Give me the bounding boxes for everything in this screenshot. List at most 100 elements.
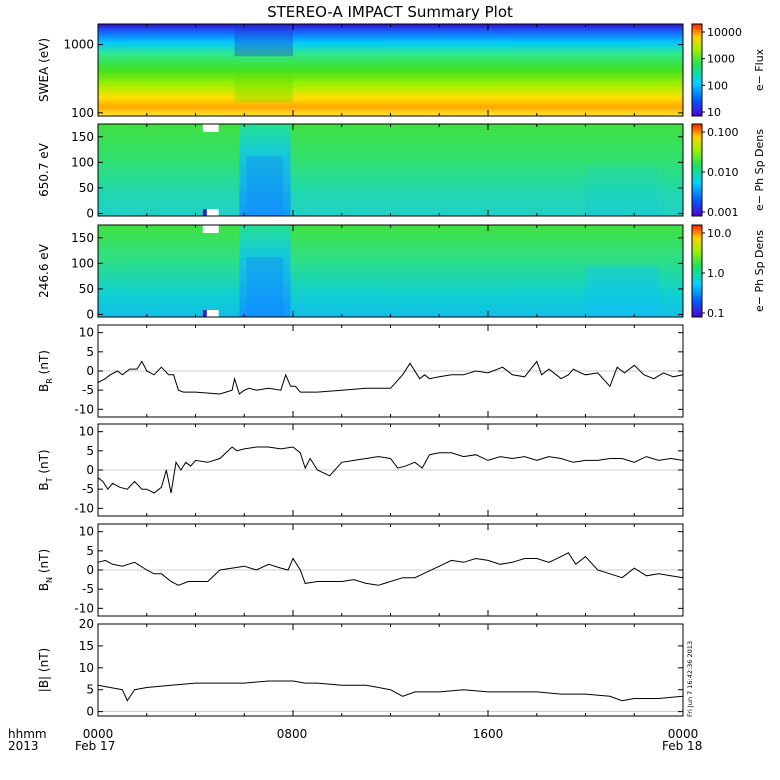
- spectrogram-feature: [585, 165, 659, 216]
- colorbar-tick-label: 100: [707, 79, 728, 92]
- panel-2: 0.100 0.010 0.001 e− Ph Sp Dens 150 100 50 0 650…: [37, 123, 766, 220]
- y-axis-label-unit: (nT): [37, 549, 51, 577]
- spectrogram-fill: [98, 124, 683, 216]
- colorbar-tick-label: 1.0: [707, 267, 725, 280]
- data-gap: [202, 209, 219, 216]
- y-tick-label: 0: [86, 705, 94, 719]
- y-tick-label: 100: [71, 106, 94, 120]
- y-tick-label: 10: [79, 661, 94, 675]
- y-axis-label-main: B: [37, 384, 51, 392]
- y-tick-label: -10: [74, 402, 94, 416]
- y-tick-label: 5: [86, 683, 94, 697]
- spectrogram-feature: [239, 124, 291, 216]
- y-axis-label: 650.7 eV: [37, 142, 51, 197]
- y-tick-label: 10: [79, 326, 94, 340]
- y-tick-label: 0: [86, 364, 94, 378]
- panel-7: 20 15 10 5 0 |B| (nT): [37, 617, 684, 719]
- y-tick-label: 10: [79, 525, 94, 539]
- colorbar-label: e− Flux: [753, 48, 766, 91]
- y-axis-label-unit: (nT): [37, 449, 51, 477]
- spectrogram-feature: [239, 225, 291, 317]
- y-axis-label: 246.6 eV: [37, 243, 51, 298]
- spectrogram-fill: [98, 225, 683, 317]
- y-axis-label-main: B: [37, 583, 51, 591]
- side-timestamp: Fri Jun 7 16:42:36 2013: [686, 641, 694, 717]
- x-axis-labels: hhmm 2013 0000 0800 1600 0000 Feb 17 Feb…: [8, 727, 702, 753]
- y-tick-label: 150: [71, 130, 94, 144]
- x-date-label-1: Feb 18: [662, 739, 702, 753]
- series-line: [97, 360, 684, 395]
- spectrogram-feature: [246, 156, 284, 216]
- y-axis-label: BR (nT): [37, 350, 54, 392]
- x-tick-label-1: 0800: [277, 727, 308, 741]
- data-gap: [202, 310, 219, 317]
- y-tick-label: -5: [82, 482, 94, 496]
- series-line: [97, 680, 684, 702]
- y-axis-label-unit: (nT): [37, 648, 51, 676]
- y-tick-label: -5: [82, 383, 94, 397]
- y-tick-label: 10: [79, 425, 94, 439]
- y-tick-label: 20: [79, 617, 94, 631]
- y-axis-label-main: |B|: [37, 676, 51, 692]
- colorbar-tick-label: 1000: [707, 53, 735, 66]
- y-tick-label: -10: [74, 601, 94, 615]
- y-tick-label: -10: [74, 501, 94, 515]
- y-axis-label: |B| (nT): [37, 648, 51, 692]
- x-left-label-1: hhmm: [8, 727, 47, 741]
- y-tick-label: 0: [86, 307, 94, 321]
- y-tick-label: 5: [86, 544, 94, 558]
- y-tick-label: -5: [82, 582, 94, 596]
- y-axis-label: SWEA (eV): [37, 38, 51, 102]
- colorbar-tick-label: 10: [707, 106, 721, 119]
- spectrogram-feature: [234, 74, 293, 103]
- x-date-label-0: Feb 17: [75, 739, 115, 753]
- x-tick-label-0: 0000: [83, 727, 114, 741]
- y-axis-label-subscript: N: [45, 577, 54, 583]
- plot-title: STEREO-A IMPACT Summary Plot: [267, 3, 513, 21]
- colorbar-label: e− Ph Sp Dens: [753, 230, 766, 312]
- y-tick-label: 100: [71, 155, 94, 169]
- y-axis-label: BN (nT): [37, 549, 54, 591]
- panel-6: 10 5 0 -5 -10 BN (nT): [37, 523, 684, 617]
- panel-frame: [97, 623, 684, 717]
- colorbar-tick-label: 0.010: [707, 166, 739, 179]
- spectrogram-feature: [234, 24, 293, 57]
- colorbar-tick-label: 0.1: [707, 307, 725, 320]
- y-axis-label-subscript: R: [45, 378, 54, 384]
- y-tick-label: 50: [79, 282, 94, 296]
- y-tick-label: 150: [71, 231, 94, 245]
- y-tick-label: 0: [86, 206, 94, 220]
- y-tick-label: 0: [86, 463, 94, 477]
- colorbar-tick-label: 10000: [707, 26, 742, 39]
- y-axis-label-main: B: [37, 482, 51, 490]
- y-tick-label: 0: [86, 563, 94, 577]
- panel-4: 10 5 0 -5 -10 BR (nT): [37, 324, 684, 418]
- series-line: [97, 446, 684, 494]
- colorbar: [691, 224, 703, 318]
- y-axis-label: BT (nT): [37, 449, 54, 490]
- y-tick-label: 100: [71, 256, 94, 270]
- series-line: [97, 552, 684, 586]
- data-gap-edge: [202, 209, 207, 216]
- colorbar: [691, 123, 703, 217]
- x-left-label-2: 2013: [8, 739, 39, 753]
- data-gap: [202, 124, 219, 132]
- y-tick-label: 15: [79, 639, 94, 653]
- colorbar-tick-label: 0.100: [707, 126, 739, 139]
- colorbar-tick-label: 10.0: [707, 227, 732, 240]
- colorbar-label: e− Ph Sp Dens: [753, 129, 766, 211]
- y-axis-label-unit: (nT): [37, 350, 51, 378]
- y-tick-label: 5: [86, 345, 94, 359]
- spectrogram-feature: [585, 266, 659, 317]
- y-tick-label: 1000: [63, 38, 94, 52]
- spectrogram-feature: [246, 257, 284, 317]
- panel-1: 10000 1000 100 10 e− Flux 1000 100 SWEA (eV): [37, 23, 766, 120]
- y-tick-label: 50: [79, 181, 94, 195]
- y-tick-label: 5: [86, 444, 94, 458]
- colorbar: [691, 23, 703, 117]
- spectrogram-fill: [98, 24, 683, 116]
- data-gap: [202, 225, 219, 233]
- x-tick-label-2: 1600: [473, 727, 504, 741]
- colorbar-tick-label: 0.001: [707, 206, 739, 219]
